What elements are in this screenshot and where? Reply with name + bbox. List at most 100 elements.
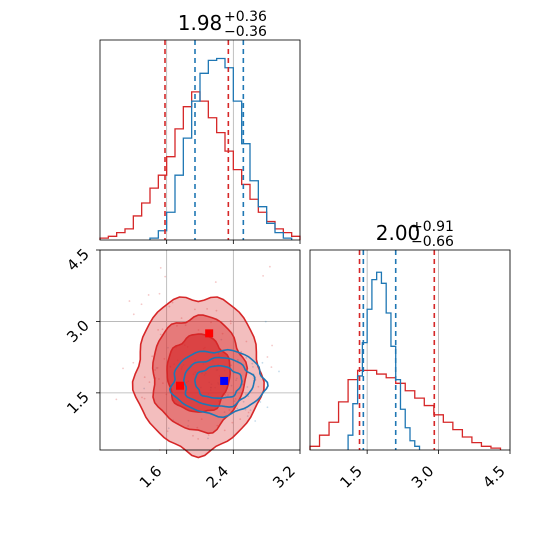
sample-point [239,418,242,421]
sample-point [240,350,243,353]
sample-point [223,411,226,414]
marker-square [176,381,184,390]
sample-point [224,393,227,396]
sample-point [158,378,160,380]
x-tick-label: 1.6 [136,462,166,492]
sample-point [187,425,190,427]
sample-point [184,324,187,327]
sample-point [241,383,244,386]
quantile-lines [358,250,436,450]
sample-point [252,365,254,368]
sample-point [246,415,249,417]
sample-point [180,317,183,320]
y-tick-label: 3.0 [63,317,93,347]
sample-point [234,398,237,400]
sample-point [143,397,146,400]
joint-contour-panel: 1.6 2.4 3.2 1.5 3.0 4.5 [63,245,301,492]
sample-point [140,303,143,306]
panel-title-upper: +0.91 [411,219,454,235]
sample-point [167,346,169,349]
sample-point [197,437,200,440]
x-tick-label: 1.5 [336,462,366,492]
sample-point [187,419,190,422]
sample-point [229,319,232,322]
sample-point [251,362,254,365]
x-tick-labels: 1.6 2.4 3.2 [136,450,301,492]
sample-point [235,377,238,380]
sample-point [271,344,273,347]
sample-point [266,406,269,409]
contour-series [131,296,269,459]
sample-point [264,320,267,323]
histogram-series [309,271,502,450]
sample-point [148,381,151,383]
sample-point [268,265,271,268]
sample-point [246,386,249,388]
sample-point [141,396,143,399]
histogram-step-series-0 [99,91,301,240]
sample-point [229,322,232,325]
sample-point [196,426,199,429]
sample-point [207,434,210,436]
sample-point [223,429,226,432]
marginal-histogram-param1: 1.98 +0.36 −0.36 [99,9,301,244]
sample-point [168,305,171,308]
sample-point [214,281,217,283]
histogram-step-series-0 [309,369,502,450]
panel-frame [309,249,511,451]
sample-point [154,369,157,371]
panel-title-lower: −0.36 [224,24,267,40]
panel-frame [99,249,301,451]
sample-point [147,294,150,296]
grid-lines [366,250,511,450]
sample-point [262,274,264,277]
marginal-histogram-param2: 2.00 +0.91 −0.66 1.5 3.0 4.5 [309,219,511,492]
sample-point [176,324,178,327]
sample-point [236,407,239,410]
sample-point [220,338,223,341]
sample-point [165,393,168,396]
sample-point [228,409,231,411]
sample-point [115,398,118,401]
sample-point [247,411,250,414]
x-tick-label: 4.5 [479,462,509,492]
sample-point [233,400,236,403]
sample-point [162,382,164,385]
sample-point [278,370,280,373]
sample-point [167,427,170,430]
panel-title-upper: +0.36 [224,9,267,25]
sample-point [206,307,209,310]
sample-point [249,409,252,412]
sample-point [171,301,174,304]
sample-point [164,275,167,278]
sample-point [192,434,194,437]
sample-point [227,394,229,396]
sample-point [245,393,247,396]
sample-point [231,421,234,424]
y-tick-label: 4.5 [63,245,93,275]
sample-point [200,418,203,421]
sample-point [161,328,164,331]
sample-point [151,355,154,358]
sample-point [159,333,162,336]
sample-point [156,367,159,369]
sample-point [132,361,135,364]
sample-point [221,332,224,335]
sample-point [197,329,200,331]
sample-point [166,430,169,433]
sample-point [132,313,135,316]
sample-point [254,420,257,422]
y-tick-labels: 1.5 3.0 4.5 [63,245,100,418]
marker-points [176,329,229,390]
panel-title: 2.00 [376,221,421,245]
quantile-lines [164,40,245,240]
sample-point [242,400,245,403]
contour-level [194,365,243,399]
marker-square [220,376,229,385]
histogram-series [99,57,301,240]
sample-point [236,359,239,361]
sample-point [235,379,237,382]
sample-point [257,385,260,388]
sample-point [215,309,218,312]
